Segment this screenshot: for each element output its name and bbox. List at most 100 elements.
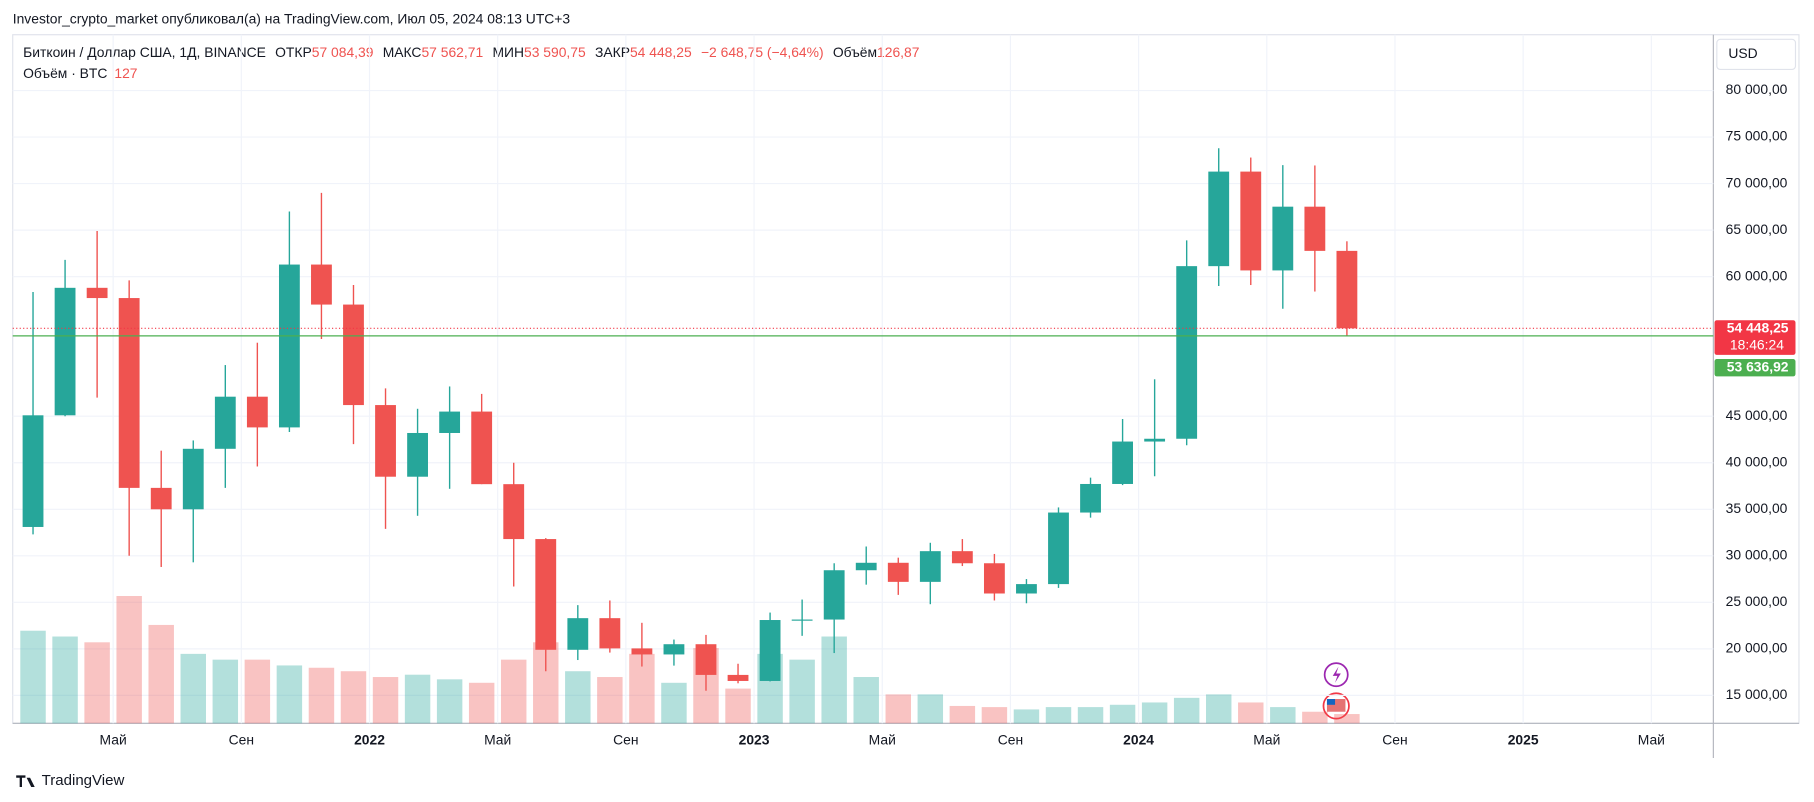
x-tick-label: Май <box>484 731 511 747</box>
candle-body <box>1336 250 1358 329</box>
candle-body <box>182 448 204 510</box>
candle-body <box>791 619 813 621</box>
volume-bar <box>1334 714 1360 724</box>
price-label-bg <box>1714 359 1796 377</box>
volume-bar <box>308 667 335 724</box>
price-label: 53 636,92 <box>1727 358 1789 374</box>
volume-bar <box>1205 694 1232 724</box>
legend-item: МИН <box>492 44 524 60</box>
volume-title-text: Объём · BTC <box>23 65 107 81</box>
volume-bar <box>116 596 142 724</box>
volume-bar <box>404 674 431 724</box>
event-icons <box>1322 662 1350 720</box>
currency: USD <box>1728 45 1757 61</box>
candle-body <box>599 618 621 649</box>
volume-bar <box>372 677 399 724</box>
x-tick-label: Сен <box>998 731 1023 747</box>
volume-bar <box>500 659 527 724</box>
volume-bar <box>981 707 1008 724</box>
x-tick-label: Сен <box>229 731 254 747</box>
brand: TradingView <box>42 772 125 789</box>
candle-body <box>214 396 236 449</box>
volume-bar <box>1302 711 1328 724</box>
legend: Биткоин / Доллар США, 1Д, BINANCE ОТКР57 … <box>23 44 920 60</box>
legend-item: Биткоин / Доллар США, 1Д, BINANCE <box>23 44 266 60</box>
volume-bar <box>1270 707 1296 724</box>
y-tick-label: 25 000,00 <box>1726 593 1788 609</box>
y-tick-label: 30 000,00 <box>1726 546 1788 562</box>
y-tick-label: 70 000,00 <box>1726 174 1788 190</box>
candle-body <box>1144 438 1166 442</box>
candle-body <box>727 674 749 681</box>
volume-bar <box>1013 709 1040 724</box>
legend-item: ЗАКР <box>595 44 630 60</box>
x-tick-label: 2024 <box>1123 731 1154 747</box>
event-bolt <box>1332 666 1341 683</box>
x-tick-label: 2022 <box>354 731 385 747</box>
legend-line: Биткоин / Доллар США, 1Д, BINANCE ОТКР57 … <box>23 44 920 60</box>
candle-body <box>375 405 396 477</box>
legend-item: Объём <box>833 44 877 60</box>
y-tick-label: 45 000,00 <box>1726 407 1788 423</box>
x-tick-label: 2023 <box>739 731 770 747</box>
y-tick-label: 65 000,00 <box>1726 221 1788 237</box>
y-tick-label: 75 000,00 <box>1726 128 1788 144</box>
y-tick-label: 40 000,00 <box>1726 453 1788 469</box>
volume-bar <box>212 659 239 724</box>
x-tick-label: Сен <box>1382 731 1407 747</box>
volume-bar <box>949 705 976 724</box>
volume-bar <box>276 665 303 724</box>
volume-bar <box>340 671 367 724</box>
candle-body <box>855 562 877 571</box>
candle-body <box>983 563 1005 594</box>
volume-bar <box>180 653 206 724</box>
x-tick-label: Сен <box>613 731 638 747</box>
candle-body <box>1176 266 1198 439</box>
x-tick-label: Май <box>100 731 127 747</box>
volume-bar <box>20 630 46 724</box>
legend-item: 57 562,71 <box>421 44 483 60</box>
volume-bar <box>789 659 815 724</box>
candle-body <box>919 551 941 582</box>
candle-body <box>54 287 76 416</box>
grid <box>12 34 1714 724</box>
volume-bar <box>436 679 463 724</box>
volume-bar <box>52 636 78 724</box>
candle-body <box>1080 483 1101 513</box>
candle-body <box>407 432 428 477</box>
candle-body <box>86 287 108 299</box>
volume-bar <box>468 682 495 724</box>
y-tick-label: 35 000,00 <box>1726 500 1788 516</box>
candle-body <box>1272 206 1294 271</box>
volume-bar <box>1141 702 1168 724</box>
candle-body <box>343 304 364 406</box>
legend-item: 53 590,75 <box>524 44 586 60</box>
legend-item: МАКС <box>383 44 422 60</box>
flag-canton <box>1326 699 1336 705</box>
candle-body <box>695 644 717 675</box>
volume-bar <box>917 694 944 724</box>
candle-body <box>1208 171 1230 267</box>
volume-title: Объём · BTC 127 <box>23 65 138 81</box>
y-tick-label: 80 000,00 <box>1726 81 1788 97</box>
x-tick-label: Май <box>1253 731 1280 747</box>
price-label: 54 448,25 <box>1727 320 1789 336</box>
candle-body <box>823 570 845 620</box>
candle-body <box>22 415 44 527</box>
x-tick-label: Май <box>869 731 896 747</box>
volume-bar <box>1238 702 1264 724</box>
currency-button[interactable] <box>1716 38 1797 71</box>
candle-body <box>278 264 300 428</box>
candle-body <box>535 539 557 650</box>
candle-body <box>150 487 172 510</box>
candle-body <box>663 644 685 655</box>
volume-bar <box>565 671 591 724</box>
publisher: Investor_crypto_market опубликовал(а) на… <box>13 10 571 26</box>
countdown: 18:46:24 <box>1730 336 1784 352</box>
volume-bar <box>1109 704 1136 724</box>
candle-body <box>311 264 332 305</box>
volume-bar <box>725 688 751 724</box>
volume-bar <box>1173 697 1200 724</box>
